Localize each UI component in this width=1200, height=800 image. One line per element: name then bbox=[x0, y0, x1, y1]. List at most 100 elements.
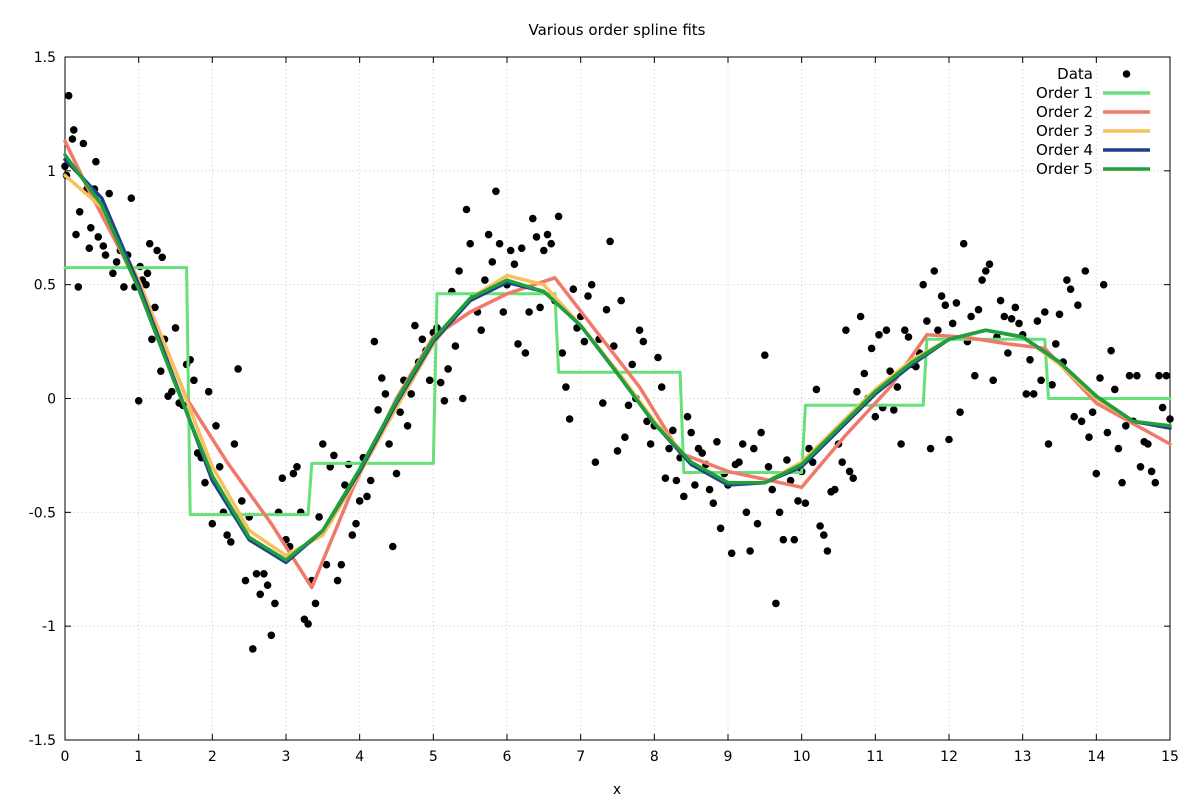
y-tick-label: 0.5 bbox=[34, 278, 56, 294]
data-point bbox=[234, 365, 242, 373]
data-point bbox=[783, 456, 791, 464]
x-tick-label: 2 bbox=[208, 749, 217, 765]
data-point bbox=[845, 467, 854, 476]
data-point bbox=[451, 342, 460, 350]
data-point bbox=[1136, 463, 1145, 471]
data-point bbox=[617, 296, 625, 305]
data-point bbox=[628, 360, 636, 369]
data-point bbox=[893, 383, 902, 391]
data-point bbox=[370, 337, 379, 346]
data-point bbox=[378, 374, 386, 382]
data-point bbox=[212, 422, 220, 430]
data-point bbox=[669, 426, 677, 435]
data-point bbox=[127, 194, 136, 202]
data-point bbox=[1015, 319, 1023, 328]
data-point bbox=[75, 208, 84, 216]
data-point bbox=[1048, 381, 1056, 389]
legend-label-order-5: Order 5 bbox=[1036, 160, 1093, 178]
y-tick-label: 1.5 bbox=[34, 50, 56, 66]
data-point bbox=[510, 260, 519, 269]
data-point bbox=[260, 570, 268, 578]
series-line-order-2 bbox=[63, 139, 1172, 590]
data-point bbox=[808, 458, 817, 467]
data-point bbox=[396, 408, 405, 417]
data-point bbox=[897, 440, 905, 448]
data-point bbox=[171, 324, 180, 332]
data-point bbox=[304, 620, 312, 628]
data-point bbox=[319, 440, 327, 448]
data-point bbox=[230, 440, 239, 448]
data-point bbox=[812, 385, 821, 394]
data-point bbox=[716, 524, 725, 533]
data-point bbox=[1066, 285, 1075, 294]
data-point bbox=[1133, 371, 1141, 380]
data-point bbox=[348, 531, 357, 539]
x-tick-label: 12 bbox=[940, 749, 958, 765]
data-point bbox=[853, 387, 861, 396]
data-point bbox=[919, 280, 927, 289]
legend-label-order-1: Order 1 bbox=[1036, 84, 1093, 102]
data-point bbox=[1125, 371, 1134, 380]
data-point bbox=[1037, 376, 1045, 385]
data-point bbox=[1007, 315, 1016, 323]
data-point bbox=[904, 333, 913, 341]
data-point bbox=[786, 476, 795, 485]
data-point bbox=[856, 312, 865, 321]
data-point bbox=[517, 244, 526, 252]
data-point bbox=[389, 542, 397, 551]
data-point bbox=[1158, 403, 1167, 412]
data-point bbox=[875, 331, 883, 339]
grid-lines bbox=[65, 57, 1170, 740]
data-point bbox=[643, 417, 651, 426]
data-point bbox=[92, 157, 100, 166]
data-point bbox=[79, 139, 88, 148]
data-point bbox=[455, 267, 463, 275]
data-point bbox=[753, 519, 762, 528]
data-point bbox=[142, 280, 150, 289]
data-point bbox=[661, 474, 670, 483]
x-tick-label: 7 bbox=[576, 749, 585, 765]
data-point bbox=[514, 340, 522, 348]
data-point bbox=[580, 337, 589, 346]
data-point bbox=[87, 224, 95, 232]
data-point bbox=[952, 299, 961, 307]
data-point bbox=[352, 519, 360, 528]
data-point bbox=[805, 444, 813, 453]
data-point bbox=[772, 599, 780, 608]
y-tick-label: -1 bbox=[42, 619, 56, 635]
data-point bbox=[750, 444, 758, 453]
data-point bbox=[143, 269, 152, 278]
data-point bbox=[289, 469, 298, 478]
data-point bbox=[540, 246, 548, 255]
data-point bbox=[499, 308, 508, 316]
x-tick-label: 13 bbox=[1014, 749, 1032, 765]
x-tick-label: 5 bbox=[429, 749, 438, 765]
data-point bbox=[363, 492, 371, 501]
x-tick-label: 9 bbox=[724, 749, 733, 765]
data-point bbox=[1162, 371, 1171, 380]
data-point bbox=[768, 485, 776, 494]
data-point bbox=[392, 469, 401, 478]
data-point bbox=[492, 187, 500, 196]
data-point bbox=[495, 239, 504, 248]
data-point bbox=[525, 308, 533, 316]
data-point bbox=[1103, 428, 1112, 437]
data-point bbox=[1074, 301, 1082, 310]
data-point bbox=[64, 91, 73, 100]
data-point bbox=[72, 230, 80, 239]
data-point bbox=[278, 474, 287, 483]
data-point bbox=[252, 570, 261, 578]
data-point bbox=[1096, 374, 1104, 382]
data-point bbox=[823, 547, 832, 555]
data-point bbox=[746, 547, 754, 555]
y-tick-label: 1 bbox=[47, 164, 56, 180]
x-tick-label: 1 bbox=[134, 749, 143, 765]
data-point bbox=[794, 497, 802, 505]
data-point bbox=[705, 485, 714, 494]
data-point bbox=[624, 401, 633, 410]
data-point bbox=[374, 406, 382, 414]
data-point bbox=[1077, 417, 1086, 426]
data-point bbox=[1000, 312, 1009, 321]
data-point bbox=[444, 365, 452, 373]
